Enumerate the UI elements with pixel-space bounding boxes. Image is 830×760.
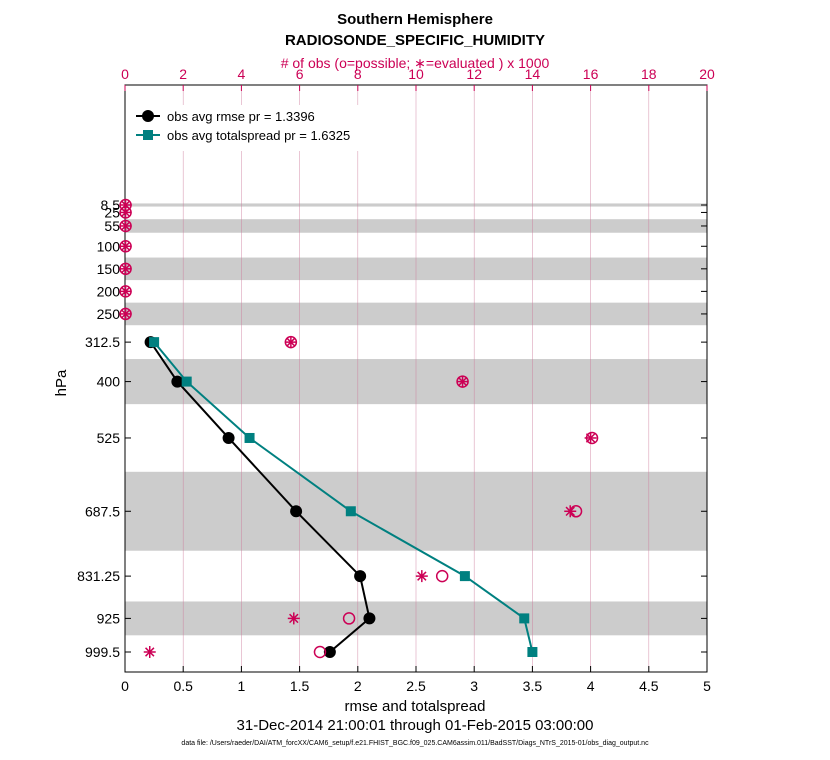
obs-evaluated-marker [119,240,132,253]
obs-evaluated-stroke [289,613,299,624]
top-tick-label: 4 [238,66,246,82]
obs-evaluated-stroke [457,376,468,387]
data-file-path: data file: /Users/raeder/DAI/ATM_forcXX/… [181,740,649,747]
date-range: 31-Dec-2014 21:00:01 through 01-Feb-2015… [237,717,594,734]
y-tick-label: 831.25 [77,568,120,584]
obs-evaluated-marker [119,285,132,298]
legend-rmse-label: obs avg rmse pr = 1.3396 [167,109,315,124]
x-tick-label: 1.5 [290,678,310,694]
obs-evaluated-stroke [120,286,131,297]
x-tick-label: 2.5 [406,678,426,694]
x-tick-label: 0.5 [173,678,193,694]
legend-rmse-marker [142,110,154,122]
y-tick-label: 150 [97,261,121,277]
top-axis-ticks: 0 2 4 6 8 10 12 14 16 18 20 [121,66,715,91]
y-tick-label: 100 [97,238,121,254]
obs-evaluated-stroke [585,433,596,443]
x-tick-label: 1 [238,678,246,694]
top-tick-label: 16 [583,66,599,82]
y-axis-label: hPa [53,369,70,396]
rmse-marker [363,612,376,625]
x-tick-label: 4 [587,678,595,694]
obs-evaluated-marker [143,646,156,658]
y-tick-label: 687.5 [85,503,120,519]
y-tick-label: 25 [104,204,120,220]
obs-evaluated-stroke [565,506,575,516]
x-tick-label: 0 [121,678,129,694]
y-tick-label: 8.5 [101,197,121,213]
x-tick-label: 3 [470,678,478,694]
chart-subtitle: RADIOSONDE_SPECIFIC_HUMIDITY [285,32,545,49]
obs-evaluated-stroke [286,337,296,347]
legend-totalspread-label: obs avg totalspread pr = 1.6325 [167,128,350,143]
legend-totalspread-marker [143,130,153,140]
obs-evaluated-stroke [120,264,131,274]
obs-evaluated-stroke [145,647,155,657]
x-tick-label: 3.5 [523,678,543,694]
obs-evaluated-marker [584,431,597,444]
x-tick-label: 4.5 [639,678,659,694]
rmse-marker [354,570,367,583]
x-axis-label: rmse and totalspread [345,698,486,715]
rmse-marker [171,375,184,388]
obs-possible-marker [342,612,356,625]
obs-evaluated-marker [456,375,469,388]
rmse-marker [323,646,336,658]
rmse-marker [222,431,235,444]
totalspread-marker [244,432,255,443]
obs-evaluated-stroke [120,221,131,231]
obs-evaluated-marker [119,262,132,275]
top-axis-label: # of obs (o=possible; ∗=evaluated ) x 10… [281,55,550,71]
obs-evaluated-stroke [120,207,131,218]
top-tick-label: 8 [354,66,362,82]
y-tick-label: 525 [97,430,121,446]
obs-evaluated-marker [284,336,297,349]
top-tick-label: 2 [179,66,187,82]
totalspread-marker [345,506,356,517]
y-tick-label: 925 [97,610,121,626]
obs-possible-marker [313,645,327,659]
y-tick-label: 400 [97,374,121,390]
legend: obs avg rmse pr = 1.3396 obs avg totalspr… [130,105,400,151]
top-tick-label: 18 [641,66,657,82]
top-tick-label: 12 [466,66,482,82]
chart-title: Southern Hemisphere [337,11,493,28]
y-tick-label: 999.5 [85,644,120,660]
obs-evaluated-stroke [120,309,131,319]
legend-box [130,105,400,151]
x-axis-ticks: 0 0.5 1 1.5 2 2.5 3 3.5 4 4.5 5 [121,666,711,694]
rmse-marker [290,505,303,518]
y-tick-label: 312.5 [85,334,120,350]
totalspread-marker [527,647,538,657]
top-tick-label: 0 [121,66,129,82]
top-tick-label: 6 [296,66,304,82]
obs-evaluated-stroke [120,241,131,252]
x-tick-label: 2 [354,678,362,694]
series-layer [144,336,538,658]
obs-possible-marker [435,569,449,583]
top-tick-label: 10 [408,66,424,82]
obs-count-layer [119,198,599,659]
y-tick-label: 200 [97,283,121,299]
obs-evaluated-marker [119,206,132,219]
x-tick-label: 5 [703,678,711,694]
obs-evaluated-marker [119,307,132,320]
obs-evaluated-marker [287,612,300,625]
y-tick-label: 250 [97,306,121,322]
obs-evaluated-marker [119,219,132,232]
totalspread-marker [149,337,160,348]
obs-evaluated-stroke [417,571,427,581]
totalspread-marker [519,613,530,624]
obs-evaluated-marker [415,570,428,583]
top-tick-label: 20 [699,66,715,82]
y-tick-label: 55 [104,218,120,234]
totalspread-marker [459,571,470,582]
top-tick-label: 14 [525,66,541,82]
obs-evaluated-marker [564,505,577,518]
totalspread-marker [181,376,192,387]
